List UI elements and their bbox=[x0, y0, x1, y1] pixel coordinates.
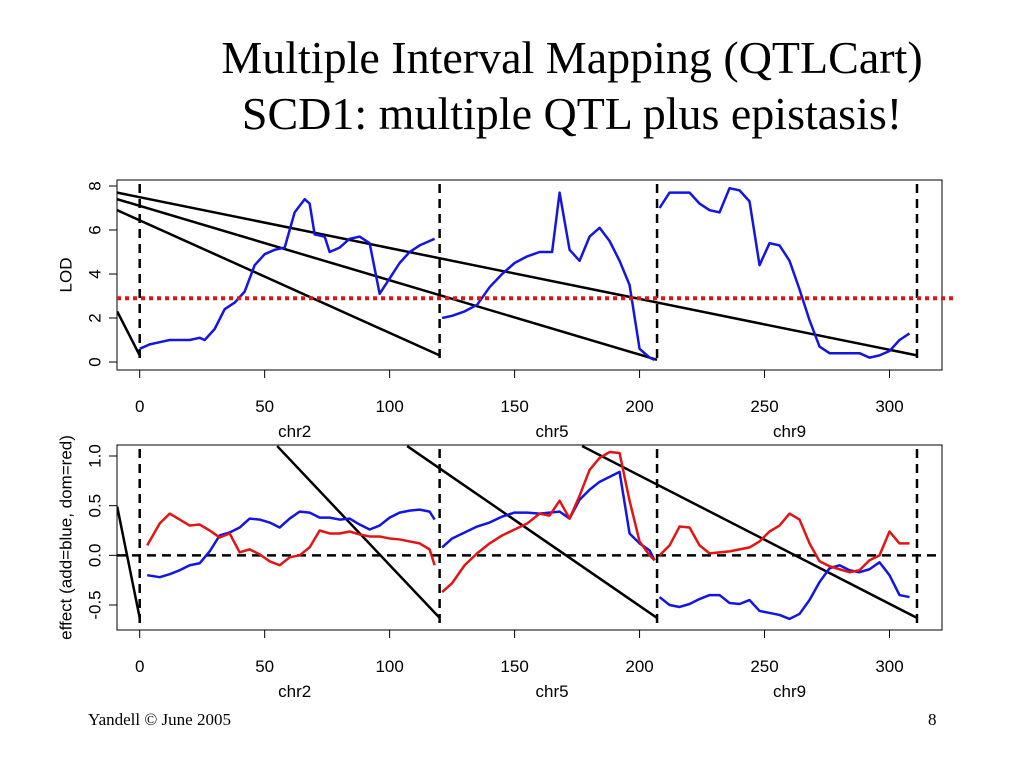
x-tick-label: 200 bbox=[625, 397, 653, 416]
x-tick-label: 300 bbox=[875, 397, 903, 416]
dom-effect-curve bbox=[441, 450, 656, 594]
lod-curve bbox=[139, 197, 436, 350]
diagonal-line bbox=[581, 445, 918, 620]
y-tick-label: 0 bbox=[86, 357, 105, 366]
title-line-1: Multiple Interval Mapping (QTLCart) bbox=[221, 32, 923, 83]
lod-curve bbox=[658, 186, 911, 359]
footer-credit: Yandell © June 2005 bbox=[88, 710, 231, 729]
chromosome-label: chr9 bbox=[773, 682, 806, 701]
chromosome-label: chr5 bbox=[536, 422, 569, 441]
diagonal-line bbox=[276, 445, 441, 619]
dom-effect-curve bbox=[146, 512, 436, 567]
diagonal-line bbox=[406, 445, 658, 619]
x-tick-label: 100 bbox=[375, 397, 403, 416]
y-tick-label: 1.0 bbox=[86, 444, 105, 468]
y-tick-label: -0.5 bbox=[86, 590, 105, 619]
y-axis-label: LOD bbox=[57, 258, 76, 293]
lod-curve bbox=[441, 191, 656, 361]
slide-number: 8 bbox=[928, 710, 937, 729]
y-tick-label: 2 bbox=[86, 313, 105, 322]
y-tick-label: 0.0 bbox=[86, 544, 105, 568]
diagonal-line bbox=[117, 209, 441, 357]
x-tick-label: 150 bbox=[500, 657, 528, 676]
chromosome-label: chr9 bbox=[773, 422, 806, 441]
x-tick-label: 50 bbox=[255, 397, 274, 416]
x-tick-label: 0 bbox=[135, 657, 144, 676]
y-tick-label: 6 bbox=[86, 225, 105, 234]
diagonal-line bbox=[117, 506, 141, 619]
add-effect-curve bbox=[147, 508, 436, 579]
plot-frame bbox=[116, 179, 943, 371]
dom-effect-curve bbox=[658, 512, 910, 574]
plot-area bbox=[117, 445, 942, 624]
diagonal-line bbox=[117, 191, 918, 357]
title-line-2: SCD1: multiple QTL plus epistasis! bbox=[241, 88, 903, 139]
diagonal-line bbox=[117, 198, 658, 361]
x-tick-label: 300 bbox=[875, 657, 903, 676]
slide-title: Multiple Interval Mapping (QTLCart) SCD1… bbox=[0, 30, 1024, 142]
chromosome-label: chr2 bbox=[278, 682, 311, 701]
x-tick-label: 250 bbox=[750, 657, 778, 676]
plot-area bbox=[117, 184, 919, 364]
chromosome-label: chr5 bbox=[536, 682, 569, 701]
x-tick-label: 0 bbox=[135, 397, 144, 416]
diagonal-line bbox=[117, 310, 141, 356]
plot-frame bbox=[116, 444, 943, 631]
add-effect-curve bbox=[658, 561, 910, 621]
y-axis-label: effect (add=blue, dom=red) bbox=[57, 435, 76, 640]
x-tick-label: 50 bbox=[255, 657, 274, 676]
x-tick-label: 250 bbox=[750, 397, 778, 416]
y-tick-label: 0.5 bbox=[86, 494, 105, 518]
x-tick-label: 200 bbox=[625, 657, 653, 676]
chromosome-label: chr2 bbox=[278, 422, 311, 441]
x-tick-label: 150 bbox=[500, 397, 528, 416]
add-effect-curve bbox=[441, 470, 656, 561]
y-tick-label: 8 bbox=[86, 181, 105, 190]
y-tick-label: 4 bbox=[86, 269, 105, 278]
x-tick-label: 100 bbox=[375, 657, 403, 676]
